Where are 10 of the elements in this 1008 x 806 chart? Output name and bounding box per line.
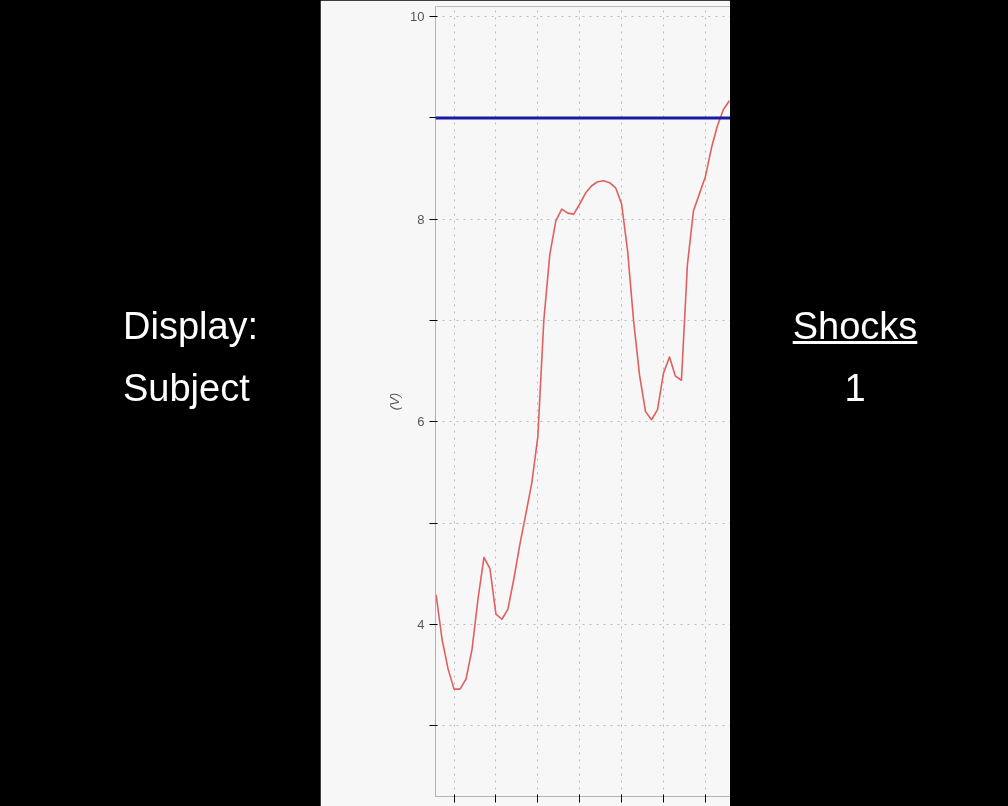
y-tick-label: 8 [417, 211, 425, 227]
text: Subject [123, 367, 250, 409]
text: Display: [123, 305, 259, 347]
text: 1 [844, 367, 866, 409]
line-series [435, 99, 730, 690]
y-axis-title: (V) [387, 392, 403, 411]
y-tick-label: 4 [417, 616, 425, 632]
y-tick-label: 10 [410, 9, 425, 25]
text: Shocks [792, 305, 918, 347]
y-tick-label: 6 [417, 414, 425, 430]
